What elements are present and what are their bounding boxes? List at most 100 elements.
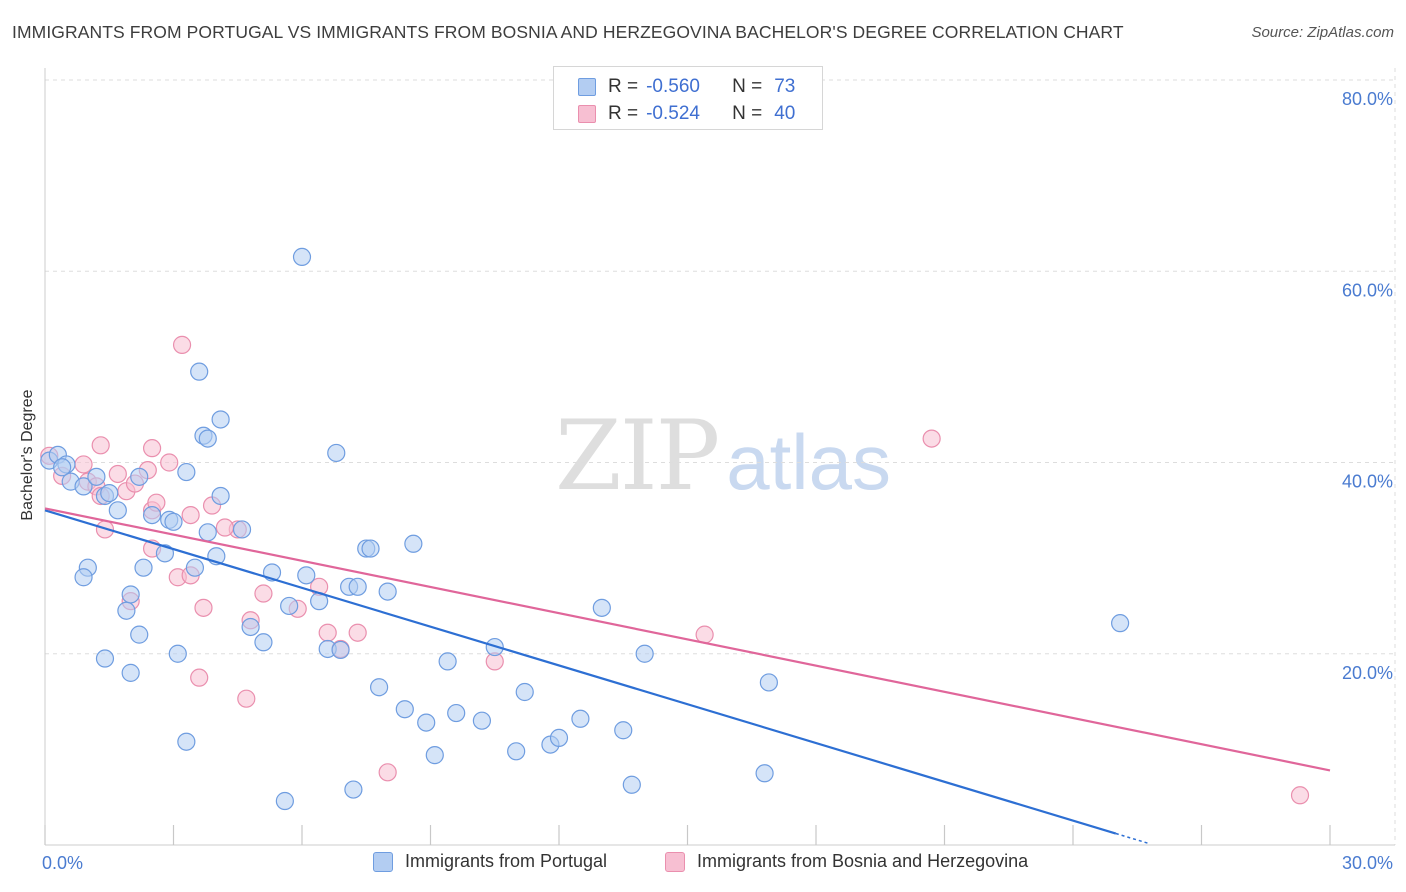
data-point-portugal xyxy=(130,625,149,644)
data-point-portugal xyxy=(395,700,414,719)
legend-n-value: 73 xyxy=(774,76,796,97)
data-point-portugal xyxy=(370,678,389,697)
legend-n-label: N = xyxy=(732,76,763,97)
y-tick-label: 20.0% xyxy=(1342,663,1393,683)
data-point-bosnia xyxy=(108,464,127,484)
data-point-portugal xyxy=(177,732,196,751)
chart-title: IMMIGRANTS FROM PORTUGAL VS IMMIGRANTS F… xyxy=(12,22,1124,42)
trend-line-portugal xyxy=(44,509,1117,835)
data-point-bosnia xyxy=(194,598,213,617)
data-point-portugal xyxy=(571,709,590,728)
data-point-portugal xyxy=(635,644,654,663)
legend-label-bosnia: Immigrants from Bosnia and Herzegovina xyxy=(697,851,1029,871)
data-point-portugal xyxy=(190,362,209,381)
data-point-portugal xyxy=(275,791,294,811)
data-point-portugal xyxy=(241,617,260,637)
legend-n-value: 40 xyxy=(774,103,796,124)
data-point-bosnia xyxy=(318,623,337,642)
data-point-portugal xyxy=(198,523,217,542)
legend-swatch-portugal xyxy=(578,78,596,96)
data-point-portugal xyxy=(292,247,312,267)
data-point-portugal xyxy=(100,484,119,503)
data-point-portugal xyxy=(211,486,230,506)
trend-lines xyxy=(44,507,1331,845)
data-point-portugal xyxy=(254,633,273,652)
data-point-bosnia xyxy=(348,623,367,642)
source-credit: Source: ZipAtlas.com xyxy=(1251,24,1394,41)
grid-lines xyxy=(45,68,1396,845)
correlation-legend: R = -0.560 N = 73 R = -0.524 N = 40 xyxy=(553,66,823,130)
data-point-bosnia xyxy=(215,518,234,537)
data-point-bosnia xyxy=(922,429,941,448)
data-point-bosnia xyxy=(378,763,397,782)
data-point-bosnia xyxy=(142,439,162,458)
x-tick-label-max: 30.0% xyxy=(1342,853,1393,873)
y-tick-label: 80.0% xyxy=(1342,89,1393,109)
data-point-portugal xyxy=(211,410,230,429)
trend-line-bosnia xyxy=(44,507,1331,772)
series-portugal-points xyxy=(40,247,1130,811)
data-point-portugal xyxy=(1111,614,1130,633)
data-point-portugal xyxy=(344,780,363,799)
data-point-portugal xyxy=(155,544,175,563)
data-point-portugal xyxy=(759,673,778,692)
data-point-portugal xyxy=(327,443,346,463)
data-point-portugal xyxy=(168,644,187,663)
legend-n-label: N = xyxy=(732,103,763,124)
data-point-bosnia xyxy=(190,668,209,687)
data-point-portugal xyxy=(134,558,153,577)
data-point-bosnia xyxy=(1290,786,1310,805)
series-legend: Immigrants from Portugal Immigrants from… xyxy=(0,851,1406,877)
data-point-portugal xyxy=(447,703,466,723)
data-point-portugal xyxy=(74,568,93,587)
legend-r-label: R = xyxy=(608,103,639,124)
data-point-bosnia xyxy=(74,455,93,474)
data-point-portugal xyxy=(177,462,196,482)
data-point-portugal xyxy=(142,505,162,525)
tick-labels: 20.0% 40.0% 60.0% 80.0% 0.0% 30.0% xyxy=(42,89,1393,873)
x-tick-label-min: 0.0% xyxy=(42,853,83,873)
axes xyxy=(44,68,1395,846)
data-point-bosnia xyxy=(181,505,200,525)
data-point-portugal xyxy=(438,652,457,671)
data-point-portugal xyxy=(425,746,444,765)
data-point-bosnia xyxy=(237,689,256,708)
data-point-portugal xyxy=(404,534,423,553)
legend-row-portugal: R = -0.560 N = 73 xyxy=(578,75,795,99)
legend-label-portugal: Immigrants from Portugal xyxy=(405,851,608,871)
data-point-portugal xyxy=(348,577,367,596)
data-point-bosnia xyxy=(91,436,110,455)
legend-row-bosnia: R = -0.524 N = 40 xyxy=(578,102,795,126)
data-point-portugal xyxy=(507,742,526,761)
data-point-portugal xyxy=(472,711,491,730)
legend-swatch-portugal xyxy=(373,851,393,872)
data-point-portugal xyxy=(87,467,106,486)
data-point-portugal xyxy=(130,467,149,486)
legend-item-portugal: Immigrants from Portugal xyxy=(373,851,607,872)
data-point-portugal xyxy=(121,663,140,682)
data-point-portugal xyxy=(121,585,140,604)
data-point-bosnia xyxy=(172,335,192,354)
y-tick-label: 40.0% xyxy=(1342,472,1393,492)
data-point-portugal xyxy=(117,601,136,620)
data-point-bosnia xyxy=(160,453,179,472)
data-point-portugal xyxy=(755,764,774,783)
y-tick-label: 60.0% xyxy=(1342,280,1393,300)
data-point-portugal xyxy=(108,501,127,520)
data-point-portugal xyxy=(232,520,252,539)
data-point-portugal xyxy=(614,721,633,740)
data-point-portugal xyxy=(164,512,183,531)
data-point-portugal xyxy=(95,649,115,668)
data-point-portugal xyxy=(592,598,611,617)
legend-swatch-bosnia xyxy=(578,105,596,123)
legend-swatch-bosnia xyxy=(665,851,685,872)
data-point-portugal xyxy=(53,458,72,477)
data-point-portugal xyxy=(361,539,380,558)
data-point-portugal xyxy=(198,429,217,448)
legend-r-label: R = xyxy=(608,76,639,97)
data-point-portugal xyxy=(417,713,436,732)
data-point-bosnia xyxy=(254,584,273,603)
data-point-portugal xyxy=(378,582,397,601)
data-point-portugal xyxy=(549,728,569,748)
